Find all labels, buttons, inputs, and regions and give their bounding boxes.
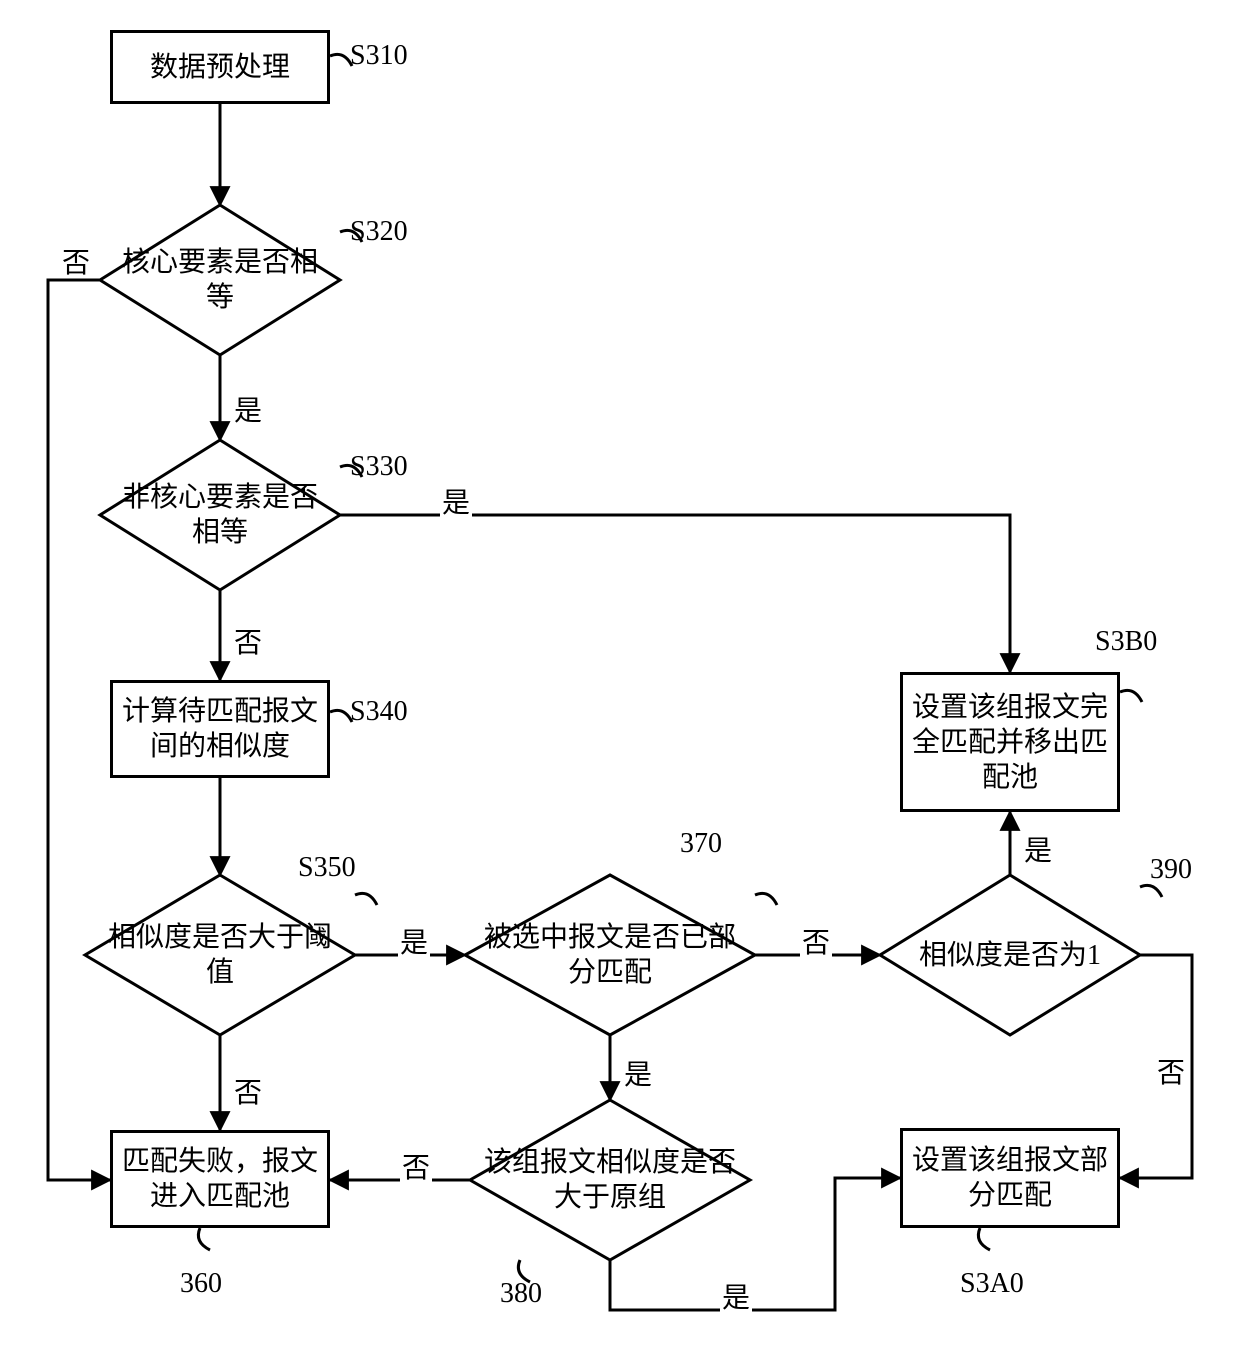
edge-label-e320-360-n: 否	[60, 250, 92, 278]
step-label-s350: S350	[298, 854, 356, 882]
node-s380-text: 该组报文相似度是否大于原组	[482, 1145, 738, 1215]
node-s370: 被选中报文是否已部分匹配	[465, 875, 755, 1035]
edge-label-e320-330-y: 是	[232, 398, 264, 426]
step-tick-s360	[198, 1228, 210, 1250]
step-tick-s350	[355, 893, 377, 905]
node-s330-text: 非核心要素是否相等	[112, 480, 328, 550]
node-s3b0: 设置该组报文完全匹配并移出匹配池	[900, 672, 1120, 812]
edge-label-e370-380-y: 是	[622, 1062, 654, 1090]
node-s320: 核心要素是否相等	[100, 205, 340, 355]
step-label-s390: 390	[1150, 856, 1192, 884]
edge-label-e390-3a0-n: 否	[1155, 1060, 1187, 1088]
flowchart-canvas: 数据预处理 计算待匹配报文间的相似度 匹配失败，报文进入匹配池 设置该组报文部分…	[0, 0, 1240, 1357]
node-s380: 该组报文相似度是否大于原组	[470, 1100, 750, 1260]
step-label-s380: 380	[500, 1280, 542, 1308]
edge-e320-360-n	[48, 280, 110, 1180]
step-label-s310: S310	[350, 42, 408, 70]
node-s360: 匹配失败，报文进入匹配池	[110, 1130, 330, 1228]
node-s390-text: 相似度是否为1	[919, 938, 1101, 973]
edge-label-e330-340-n: 否	[232, 630, 264, 658]
edge-label-e350-370-y: 是	[398, 930, 430, 958]
edge-label-e380-360-n: 否	[400, 1155, 432, 1183]
node-s3b0-text: 设置该组报文完全匹配并移出匹配池	[909, 690, 1111, 795]
edge-label-e370-390-n: 否	[800, 930, 832, 958]
node-s370-text: 被选中报文是否已部分匹配	[477, 920, 743, 990]
step-tick-s3b0	[1120, 690, 1142, 702]
edge-label-e350-360-n: 否	[232, 1080, 264, 1108]
node-s320-text: 核心要素是否相等	[112, 245, 328, 315]
step-label-s3b0: S3B0	[1095, 628, 1157, 656]
node-s310: 数据预处理	[110, 30, 330, 104]
step-label-s370: 370	[680, 830, 722, 858]
node-s340: 计算待匹配报文间的相似度	[110, 680, 330, 778]
node-s3a0: 设置该组报文部分匹配	[900, 1128, 1120, 1228]
edge-label-e380-3a0-y: 是	[720, 1285, 752, 1313]
edge-e330-3b0-y	[340, 515, 1010, 672]
step-label-s320: S320	[350, 218, 408, 246]
node-s310-text: 数据预处理	[150, 50, 290, 85]
node-s390: 相似度是否为1	[880, 875, 1140, 1035]
edge-label-e330-3b0-y: 是	[440, 490, 472, 518]
node-s350: 相似度是否大于阈值	[85, 875, 355, 1035]
node-s360-text: 匹配失败，报文进入匹配池	[119, 1144, 321, 1214]
node-s330: 非核心要素是否相等	[100, 440, 340, 590]
node-s340-text: 计算待匹配报文间的相似度	[119, 694, 321, 764]
step-tick-s3a0	[978, 1228, 990, 1250]
node-s350-text: 相似度是否大于阈值	[97, 920, 343, 990]
node-s3a0-text: 设置该组报文部分匹配	[909, 1143, 1111, 1213]
step-tick-s390	[1140, 885, 1162, 897]
step-label-s3a0: S3A0	[960, 1270, 1024, 1298]
step-label-s330: S330	[350, 453, 408, 481]
edge-label-e390-3b0-y: 是	[1022, 838, 1054, 866]
step-tick-s340	[330, 710, 352, 722]
step-tick-s370	[755, 893, 777, 905]
step-label-s340: S340	[350, 698, 408, 726]
step-label-s360: 360	[180, 1270, 222, 1298]
step-tick-s310	[330, 54, 352, 66]
